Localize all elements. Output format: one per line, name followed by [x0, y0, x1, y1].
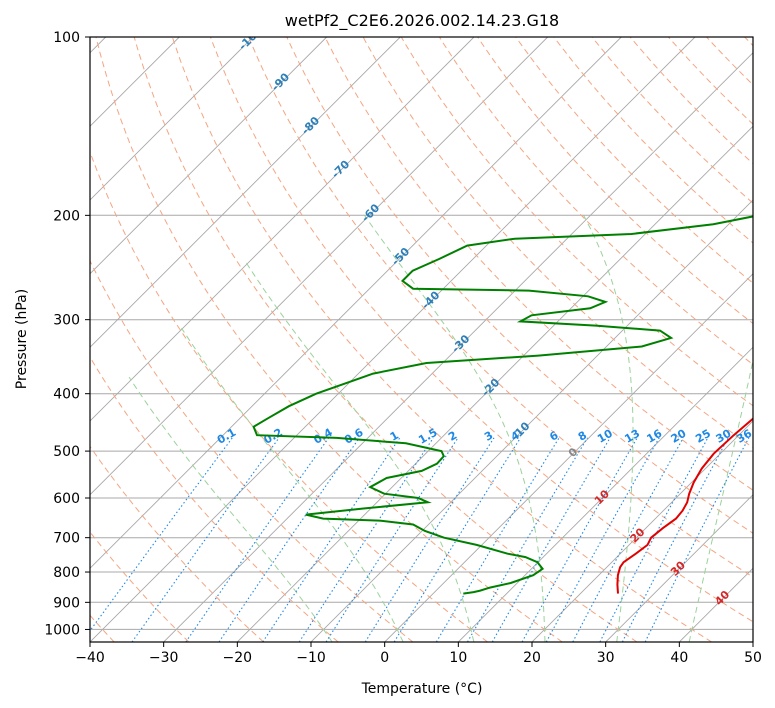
isotherm-line [163, 52, 753, 642]
moist-adiabat-line [128, 376, 333, 642]
x-tick-label: 20 [523, 650, 541, 666]
mixing-ratio-line [572, 437, 684, 642]
dry-adiabat-line [95, 37, 563, 642]
dry-adiabat-line [248, 37, 753, 578]
x-tick-label: 0 [380, 650, 389, 666]
mixing-ratio-line [185, 437, 330, 642]
y-tick-label: 500 [53, 444, 80, 460]
x-tick-label: 40 [670, 650, 688, 666]
y-tick-label: 800 [53, 565, 80, 581]
y-tick-label: 400 [53, 387, 80, 403]
mixing-ratio-line [262, 437, 401, 642]
mixing-ratio-line [545, 437, 660, 642]
y-tick-label: 300 [53, 313, 80, 329]
moist-adiabat-line [583, 215, 634, 642]
isotherm-line [90, 37, 622, 569]
moist-adiabat-line [245, 262, 475, 642]
x-tick-label: −40 [75, 650, 105, 666]
y-axis-label: Pressure (hPa) [14, 289, 30, 389]
mixing-ratio-line [298, 437, 434, 642]
y-tick-label: 600 [53, 491, 80, 507]
y-tick-label: 200 [53, 208, 80, 224]
isotherm-line [90, 37, 254, 201]
dry-adiabat-line [90, 259, 414, 642]
dry-adiabat-line [171, 37, 712, 642]
dry-adiabat-line [133, 37, 638, 642]
profiles [252, 215, 753, 595]
x-tick-label: −20 [223, 650, 253, 666]
isotherm-line [605, 494, 753, 642]
dry-adiabat-line [629, 37, 753, 165]
background-lines: 0.1 0.2 0.4 0.6 1 1.5 2 3 4 6 8 10 13 16 20 25 30 36-100-… [90, 37, 753, 642]
temperature-profile-line [616, 417, 753, 594]
y-tick-label: 900 [53, 595, 80, 611]
isotherm-line [90, 37, 696, 642]
dry-adiabat-line [324, 37, 753, 491]
y-tick-label: 100 [53, 30, 80, 46]
dry-adiabat-line [477, 37, 753, 325]
dry-adiabat-line [515, 37, 753, 284]
axes-frame [89, 36, 754, 643]
mixing-ratio-line [521, 437, 638, 642]
isotherm-line [384, 273, 753, 642]
mixing-ratio-line [491, 437, 611, 642]
chart-title: wetPf2_C2E6.2026.002.14.23.G18 [285, 11, 559, 31]
y-tick-label: 1000 [44, 622, 80, 638]
x-axis-label: Temperature (°C) [361, 681, 483, 697]
isotherm-line [90, 37, 475, 422]
isotherm-line [457, 346, 753, 642]
plot-area: 0.1 0.2 0.4 0.6 1 1.5 2 3 4 6 8 10 13 16 20 25 30 36-100-… [90, 37, 753, 642]
mixing-ratio-line [364, 437, 495, 642]
dry-adiabat-line [400, 37, 753, 407]
x-tick-label: 50 [744, 650, 762, 666]
moist-adiabat-line [181, 327, 404, 642]
isotherm-line [531, 420, 753, 642]
mixing-ratio-line [599, 437, 709, 642]
mixing-ratio-line [218, 437, 360, 642]
dewpoint-profile-line [252, 215, 753, 595]
mixing-ratio-line [325, 437, 459, 642]
x-tick-label: 30 [597, 650, 615, 666]
dry-adiabat-line [90, 445, 264, 642]
moist-adiabat-line [364, 215, 546, 642]
dry-adiabat-line [591, 37, 753, 204]
mixing-ratio-line [131, 437, 280, 642]
isotherm-line [236, 125, 753, 642]
isotherm-line [90, 37, 328, 275]
dry-adiabat-line [362, 37, 753, 449]
mixing-ratio-line [467, 437, 588, 642]
x-tick-label: −30 [149, 650, 179, 666]
isotherm-line [90, 37, 401, 348]
y-tick-label: 700 [53, 531, 80, 547]
isotherm-line [90, 37, 549, 496]
dry-adiabat-line [210, 37, 753, 623]
x-tick-label: 10 [449, 650, 467, 666]
axes: −40 −30 −20 −10 0 10 20 30 40 50 100 200 300 400 500 60… [44, 30, 762, 666]
x-tick-label: −10 [296, 650, 326, 666]
